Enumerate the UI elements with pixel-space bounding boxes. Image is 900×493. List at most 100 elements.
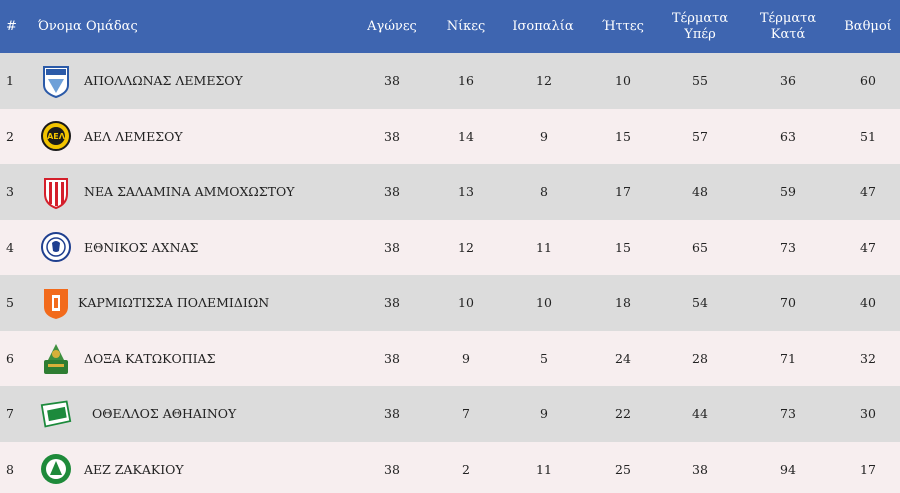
games-played: 38 — [384, 128, 400, 144]
goals-for: 55 — [692, 73, 708, 89]
points: 32 — [860, 350, 876, 366]
points: 60 — [860, 73, 876, 89]
aez-crest-icon — [38, 442, 74, 493]
losses-count: 10 — [615, 73, 631, 89]
goals-for: 57 — [692, 128, 708, 144]
table-row[interactable]: 2 ΑΕΛ ΑΕΛ ΛΕΜΕΣΟΥ 38 14 9 15 57 63 51 — [0, 108, 900, 165]
points: 51 — [860, 128, 876, 144]
draws-count: 12 — [536, 73, 552, 89]
header-goals-against: Τέρματα Κατά — [758, 0, 818, 53]
wins-count: 7 — [462, 406, 470, 422]
goals-against: 94 — [780, 461, 796, 477]
wins-count: 10 — [458, 295, 474, 311]
team-position: 6 — [6, 350, 14, 366]
wins-count: 12 — [458, 239, 474, 255]
table-row[interactable]: 1 ΑΠΟΛΛΩΝΑΣ ΛΕΜΕΣΟΥ 38 16 12 10 55 36 60 — [0, 53, 900, 109]
points: 17 — [860, 461, 876, 477]
team-name-link[interactable]: ΟΘΕΛΛΟΣ ΑΘΗΑΙΝΟΥ — [92, 406, 237, 422]
goals-for: 28 — [692, 350, 708, 366]
draws-count: 8 — [540, 184, 548, 200]
header-rank: # — [6, 18, 17, 34]
goals-for: 65 — [692, 239, 708, 255]
team-position: 7 — [6, 406, 14, 422]
header-wins: Νίκες — [446, 18, 486, 34]
draws-count: 10 — [536, 295, 552, 311]
wins-count: 9 — [462, 350, 470, 366]
team-name-link[interactable]: ΝΕΑ ΣΑΛΑΜΙΝΑ ΑΜΜΟΧΩΣΤΟΥ — [84, 184, 295, 200]
goals-against: 73 — [780, 406, 796, 422]
wins-count: 14 — [458, 128, 474, 144]
draws-count: 11 — [536, 461, 552, 477]
team-name-link[interactable]: ΑΕΛ ΛΕΜΕΣΟΥ — [84, 128, 183, 144]
wins-count: 2 — [462, 461, 470, 477]
apollon-crest-icon — [38, 53, 74, 109]
goals-against: 71 — [780, 350, 796, 366]
ethnikos-crest-icon — [38, 220, 74, 276]
ael-crest-icon: ΑΕΛ — [38, 109, 74, 165]
games-played: 38 — [384, 350, 400, 366]
losses-count: 24 — [615, 350, 631, 366]
goals-against: 36 — [780, 73, 796, 89]
header-points: Βαθμοί — [844, 18, 892, 34]
table-row[interactable]: 3 ΝΕΑ ΣΑΛΑΜΙΝΑ ΑΜΜΟΧΩΣΤΟΥ 38 13 8 17 48 59 47 — [0, 164, 900, 220]
losses-count: 17 — [615, 184, 631, 200]
header-goals-for-line1: Τέρματα — [671, 10, 729, 26]
losses-count: 15 — [615, 128, 631, 144]
points: 40 — [860, 295, 876, 311]
losses-count: 18 — [615, 295, 631, 311]
games-played: 38 — [384, 73, 400, 89]
team-position: 4 — [6, 239, 14, 255]
header-goals-for: Τέρματα Υπέρ — [670, 0, 730, 53]
team-name-link[interactable]: ΚΑΡΜΙΩΤΙΣΣΑ ΠΟΛΕΜΙΔΙΩΝ — [78, 295, 270, 311]
svg-text:ΑΕΛ: ΑΕΛ — [47, 132, 66, 141]
goals-for: 44 — [692, 406, 708, 422]
games-played: 38 — [384, 184, 400, 200]
doxa-crest-icon — [38, 331, 74, 387]
goals-against: 59 — [780, 184, 796, 200]
karmiotissa-crest-icon — [38, 275, 74, 331]
points: 30 — [860, 406, 876, 422]
games-played: 38 — [384, 295, 400, 311]
team-position: 3 — [6, 184, 14, 200]
header-team: Όνομα Ομάδας — [38, 18, 138, 34]
header-goals-against-line2: Κατά — [770, 26, 806, 42]
losses-count: 15 — [615, 239, 631, 255]
team-name-link[interactable]: ΕΘΝΙΚΟΣ ΑΧΝΑΣ — [84, 239, 199, 255]
draws-count: 5 — [540, 350, 548, 366]
games-played: 38 — [384, 239, 400, 255]
table-row[interactable]: 7 ΟΘΕΛΛΟΣ ΑΘΗΑΙΝΟΥ 38 7 9 22 44 73 30 — [0, 386, 900, 442]
team-position: 1 — [6, 73, 14, 89]
losses-count: 22 — [615, 406, 631, 422]
draws-count: 11 — [536, 239, 552, 255]
games-played: 38 — [384, 406, 400, 422]
header-draws: Ισοπαλία — [512, 18, 574, 34]
team-name-link[interactable]: ΑΕΖ ΖΑΚΑΚΙΟΥ — [84, 461, 184, 477]
table-row[interactable]: 4 ΕΘΝΙΚΟΣ ΑΧΝΑΣ 38 12 11 15 65 73 47 — [0, 219, 900, 276]
table-row[interactable]: 5 ΚΑΡΜΙΩΤΙΣΣΑ ΠΟΛΕΜΙΔΙΩΝ 38 10 10 18 54 70 40 — [0, 275, 900, 331]
goals-for: 38 — [692, 461, 708, 477]
team-position: 8 — [6, 461, 14, 477]
table-row[interactable]: 8 ΑΕΖ ΖΑΚΑΚΙΟΥ 38 2 11 25 38 94 17 — [0, 441, 900, 493]
goals-against: 63 — [780, 128, 796, 144]
header-losses: Ήττες — [602, 18, 644, 34]
goals-against: 73 — [780, 239, 796, 255]
points: 47 — [860, 239, 876, 255]
losses-count: 25 — [615, 461, 631, 477]
goals-for: 48 — [692, 184, 708, 200]
points: 47 — [860, 184, 876, 200]
team-name-link[interactable]: ΑΠΟΛΛΩΝΑΣ ΛΕΜΕΣΟΥ — [84, 73, 243, 89]
nea-salamina-crest-icon — [38, 164, 74, 220]
goals-for: 54 — [692, 295, 708, 311]
table-header: # Όνομα Ομάδας Αγώνες Νίκες Ισοπαλία Ήττ… — [0, 0, 900, 53]
draws-count: 9 — [540, 128, 548, 144]
table-row[interactable]: 6 ΔΟΞΑ ΚΑΤΩΚΟΠΙΑΣ 38 9 5 24 28 71 32 — [0, 330, 900, 387]
header-games: Αγώνες — [367, 18, 417, 34]
othellos-crest-icon — [38, 386, 74, 442]
team-name-link[interactable]: ΔΟΞΑ ΚΑΤΩΚΟΠΙΑΣ — [84, 350, 216, 366]
header-goals-for-line2: Υπέρ — [684, 26, 716, 42]
team-position: 2 — [6, 128, 14, 144]
goals-against: 70 — [780, 295, 796, 311]
wins-count: 16 — [458, 73, 474, 89]
wins-count: 13 — [458, 184, 474, 200]
